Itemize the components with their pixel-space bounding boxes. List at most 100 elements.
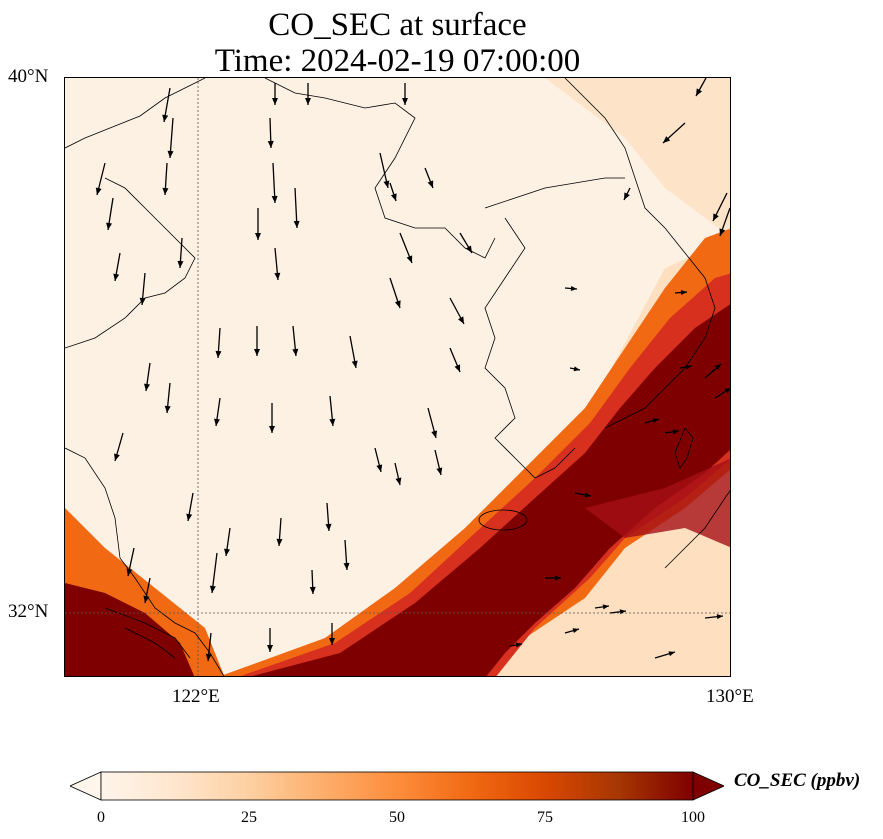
jeju-island (478, 509, 528, 531)
lat-label-40n: 40°N (8, 66, 49, 87)
wind-arrow-head (652, 418, 659, 424)
wind-arrow-head (143, 595, 150, 603)
colorbar-tick-100: 100 (681, 809, 705, 826)
wind-arrow-head (269, 426, 275, 433)
wind-arrow-head (724, 388, 730, 394)
colorbar (70, 770, 724, 802)
colorbar-tick-75: 75 (537, 809, 553, 826)
wind-arrow-head (572, 628, 579, 634)
wind-arrow-head (329, 638, 335, 645)
wind-arrow-head (406, 255, 413, 263)
wind-arrow-head (255, 233, 261, 240)
wind-arrow-head (458, 316, 464, 324)
colorbar-tick-25: 25 (241, 809, 257, 826)
plume-se-patch (585, 458, 730, 548)
wind-arrow-head (329, 418, 336, 426)
wind-arrow-head (167, 150, 174, 158)
wind-arrow-head (144, 383, 150, 391)
wind-arrow-head (209, 585, 216, 593)
wind-arrow-head (454, 364, 461, 372)
colorbar-label: CO_SEC (ppbv) (734, 770, 861, 791)
wind-arrow-head (113, 273, 120, 281)
wind-arrow-head (267, 645, 273, 652)
wind-arrow-head (436, 467, 443, 475)
wind-arrow-head (114, 453, 120, 461)
coastline-shandong (65, 177, 196, 349)
wind-arrow-head (663, 136, 671, 143)
wind-arrow-head (668, 651, 675, 657)
wind-arrow-head (570, 286, 577, 291)
wind-arrow-head (680, 290, 687, 295)
chart-title-line1: CO_SEC at surface (268, 7, 527, 43)
wind-arrow-head (224, 548, 230, 556)
wind-arrow-head (713, 213, 719, 221)
wind-arrow-head (696, 88, 703, 96)
wind-arrow-head (395, 477, 402, 485)
wind-arrow-head (427, 180, 434, 188)
wind-arrow-head (402, 98, 408, 105)
wind-arrow-head (602, 604, 609, 610)
korea-border (484, 177, 625, 209)
wind-arrow-head (95, 187, 102, 195)
wind-arrow-head (431, 430, 438, 438)
wind-arrow-head (267, 140, 274, 148)
wind-arrow-head (573, 366, 580, 372)
coastline-korea-east (564, 78, 716, 429)
wind-arrow-head (325, 523, 332, 531)
wind-arrow-head (274, 272, 281, 280)
wind-arrow-head (619, 609, 626, 615)
wind-arrow-head (162, 114, 169, 122)
wind-arrow-head (305, 98, 311, 105)
map-panel (64, 77, 731, 677)
wind-arrow-head (126, 568, 133, 576)
wind-arrow-head (672, 429, 679, 435)
wind-arrow-head (271, 195, 278, 203)
wind-arrow-head (254, 349, 260, 356)
shading-ne (545, 78, 730, 237)
map-canvas (65, 78, 730, 676)
wind-arrow-head (390, 193, 397, 201)
wind-arrow-head (685, 364, 692, 370)
coastline-china-east (65, 447, 225, 676)
wind-arrow-head (584, 492, 591, 498)
wind-arrow-head (343, 562, 350, 570)
coastline-korea-west (484, 217, 576, 479)
plume-core (252, 304, 730, 676)
plume-halo (220, 228, 730, 676)
colorbar-gradient (100, 771, 694, 801)
wind-arrow-head (394, 300, 401, 308)
tsushima-island (674, 427, 694, 469)
colorbar-tick-50: 50 (389, 809, 405, 826)
wind-arrow-head (714, 364, 721, 370)
wind-arrow-head (555, 575, 561, 581)
wind-arrow-head (215, 350, 222, 358)
wind-arrow-head (716, 614, 723, 620)
wind-arrow-head (376, 464, 383, 472)
wind-arrow-head (162, 187, 169, 195)
wind-arrow-head (719, 228, 726, 236)
wind-arrow-head (351, 360, 358, 368)
wind-arrow-head (272, 98, 278, 105)
wind-arrow-head (106, 222, 113, 230)
lat-label-32n: 32°N (8, 601, 49, 622)
wind-arrow-head (292, 348, 299, 356)
wind-arrow-head (465, 245, 472, 253)
wind-arrow-head (293, 220, 300, 228)
lon-label-130e: 130°E (706, 686, 754, 707)
coastline-china-north (65, 78, 206, 149)
wind-arrow-head (214, 418, 220, 426)
colorbar-extend-min (70, 771, 102, 801)
wind-arrow-head (515, 642, 522, 648)
wind-arrow-head (186, 513, 193, 521)
wind-arrow-head (383, 180, 390, 188)
wind-arrow-head (164, 405, 171, 413)
sw-hotspot-core (65, 583, 195, 676)
wind-arrow-head (624, 192, 630, 200)
wind-arrow-head (177, 260, 184, 268)
wind-arrow-head (309, 586, 316, 594)
japan-coast (664, 490, 730, 569)
colorbar-tick-0: 0 (97, 809, 105, 826)
yangtze-estuary (104, 607, 191, 659)
wind-arrow-head (205, 653, 212, 661)
lon-label-122e: 122°E (172, 686, 220, 707)
